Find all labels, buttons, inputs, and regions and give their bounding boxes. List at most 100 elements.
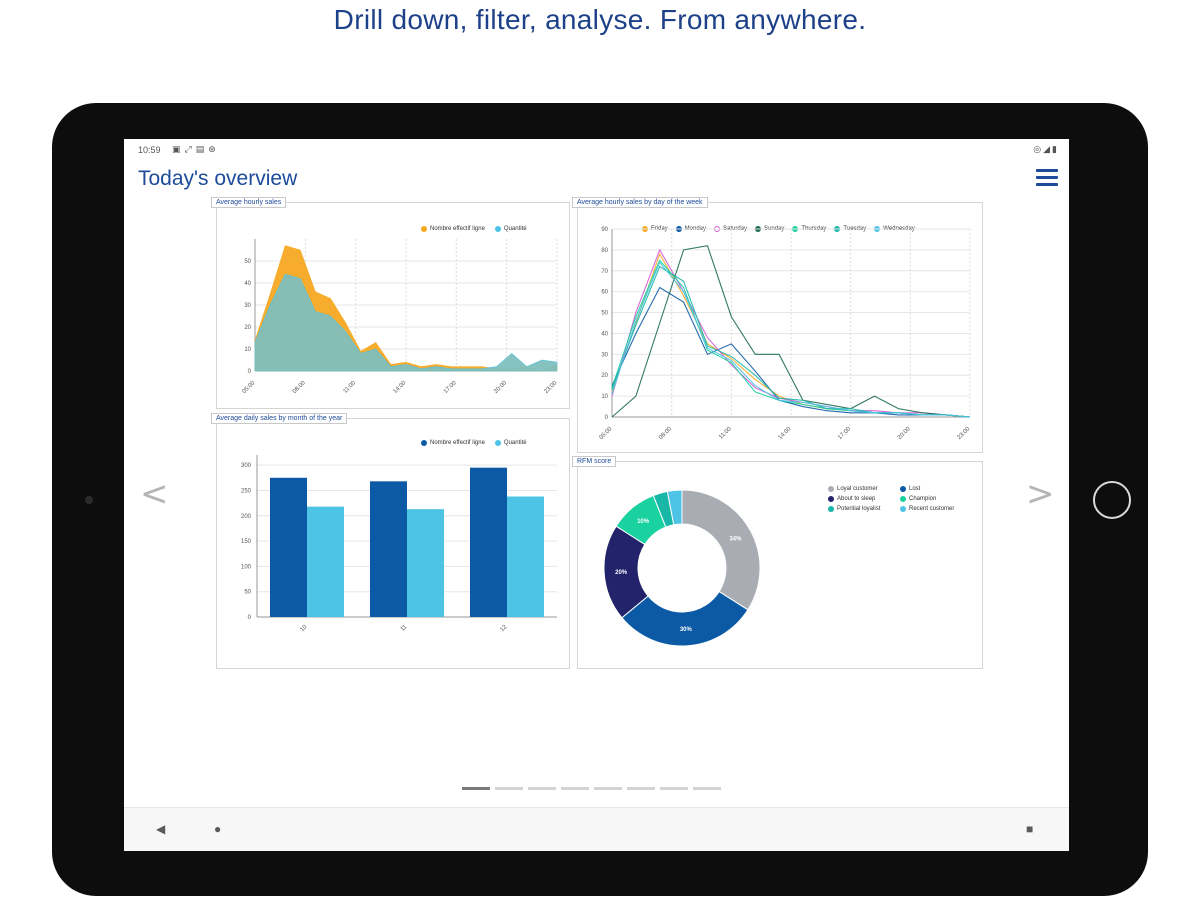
next-page-icon[interactable]: > (1026, 474, 1055, 514)
home-button[interactable] (1093, 481, 1131, 519)
legend-label: Loyal customer (837, 486, 878, 492)
legend-item[interactable]: Nombre effectif ligne (421, 440, 485, 446)
legend-item[interactable]: Potential loyalist (828, 506, 900, 512)
legend-item[interactable]: Loyal customer (828, 486, 900, 492)
chart-legend: Loyal customer Lost About to sleep Champion… (828, 486, 960, 512)
monthly-sales-chart[interactable]: 0 50 100 150 200 250 300 10 11 12 (217, 419, 571, 670)
legend-dot (494, 440, 501, 446)
y-tick-label: 0 (605, 415, 609, 421)
x-tick-label: 23:00 (957, 426, 972, 441)
monthly-sales-card[interactable]: Average daily sales by month of the year… (211, 413, 571, 670)
y-tick-label: 30 (244, 303, 251, 309)
back-icon[interactable]: ◀ (156, 822, 166, 836)
status-right-icons: ◎◢▮ (1033, 144, 1059, 155)
x-tick-label: 17:00 (443, 380, 458, 395)
bar-12-0 (470, 467, 507, 617)
status-time: 10:59 (138, 145, 161, 155)
x-tick-label: 10 (299, 624, 308, 633)
donut-slice-0 (681, 489, 761, 611)
line-series-saturday (611, 248, 971, 418)
page-dot[interactable] (660, 787, 688, 790)
legend-dot (900, 506, 906, 512)
x-tick-label: 12 (499, 624, 508, 633)
bar-12-1 (507, 496, 544, 617)
y-tick-label: 50 (244, 259, 251, 265)
screen: 10:59 ▣⤢▤⊛ ◎◢▮ Today's overview < > Aver… (124, 139, 1069, 851)
x-tick-label: 05:00 (242, 380, 257, 395)
x-tick-label: 11:00 (718, 426, 733, 441)
legend-item[interactable]: About to sleep (828, 496, 900, 502)
card-title: RFM score (572, 456, 617, 467)
legend-item[interactable]: Champion (900, 496, 960, 502)
bar-10-1 (307, 506, 344, 617)
legend-item[interactable]: Recent customer (900, 506, 960, 512)
line-series-wednesday (611, 261, 971, 418)
camera (85, 496, 93, 504)
x-tick-label: 14:00 (393, 380, 408, 395)
page-dot[interactable] (495, 787, 523, 790)
weekday-sales-card[interactable]: Average hourly sales by day of the week … (572, 197, 984, 454)
y-tick-label: 10 (601, 394, 608, 400)
y-tick-label: 30 (601, 352, 608, 358)
page-dot[interactable] (627, 787, 655, 790)
bar-10-0 (270, 477, 307, 617)
page-dot[interactable] (693, 787, 721, 790)
x-tick-label: 23:00 (544, 380, 559, 395)
legend-dot (421, 226, 427, 232)
legend-item[interactable]: Quantité (494, 226, 527, 232)
weekday-sales-chart[interactable]: 0 10 20 30 40 50 60 70 80 90 05:00 08:00 11:00 14:00 1… (578, 203, 984, 454)
headline: Drill down, filter, analyse. From anywhe… (333, 4, 867, 35)
legend-item[interactable]: Quantité (494, 440, 527, 446)
signal-icon: ◢ (1043, 144, 1053, 154)
sd-card-icon: ▤ (195, 144, 209, 154)
y-tick-label: 90 (601, 227, 608, 233)
legend-item[interactable]: Nombre effectif ligne (421, 226, 485, 232)
previous-page-icon[interactable]: < (140, 474, 169, 514)
y-tick-label: 300 (241, 463, 252, 469)
x-tick-label: 11:00 (343, 380, 358, 395)
y-tick-label: 50 (601, 311, 608, 317)
recent-apps-icon[interactable]: ■ (1026, 822, 1034, 836)
legend-label: Champion (909, 496, 937, 502)
cast-icon: ⤢ (184, 144, 196, 154)
card-title: Average hourly sales by day of the week (572, 197, 708, 208)
legend-label: About to sleep (837, 496, 876, 502)
chart-legend: Nombre effectif ligne Quantité (421, 226, 527, 232)
bar-11-1 (407, 509, 444, 617)
notification-icon: ▣ (172, 144, 185, 154)
hourly-sales-chart[interactable]: 0 10 20 30 40 50 05:00 08:00 11:00 14:00 17:00 20:0… (217, 203, 571, 410)
y-tick-label: 250 (241, 488, 252, 494)
status-icons: ▣⤢▤⊛ (172, 144, 220, 155)
rfm-donut-chart[interactable]: 34% 30% 20% 10% (578, 462, 984, 670)
hamburger-menu-icon[interactable] (1036, 169, 1058, 189)
page-title: Today's overview (138, 167, 298, 190)
home-icon[interactable]: ● (214, 822, 222, 836)
page-dot[interactable] (594, 787, 622, 790)
rfm-score-card[interactable]: RFM score Loyal customer Lost About to sle… (572, 456, 984, 670)
status-bar: 10:59 ▣⤢▤⊛ ◎◢▮ (124, 139, 1069, 159)
legend-dot (494, 226, 501, 232)
x-tick-label: 11 (400, 624, 409, 633)
card-title: Average daily sales by month of the year (211, 413, 348, 424)
page-dot[interactable] (462, 787, 490, 790)
hourly-sales-card[interactable]: Average hourly sales Nombre effectif lig… (211, 197, 571, 410)
page-dot[interactable] (528, 787, 556, 790)
y-tick-label: 20 (601, 373, 608, 379)
legend-label: Recent customer (909, 506, 955, 512)
area-series-outline (254, 273, 558, 370)
legend-item[interactable]: Lost (900, 486, 960, 492)
card-title: Average hourly sales (211, 197, 287, 208)
legend-label: Lost (909, 486, 921, 492)
chart-legend: Nombre effectif ligne Quantité (421, 440, 527, 446)
vpn-icon: ⊛ (208, 144, 220, 154)
y-tick-label: 200 (241, 514, 252, 520)
wifi-icon: ◎ (1033, 144, 1044, 154)
y-tick-label: 0 (248, 369, 252, 375)
y-tick-label: 50 (244, 590, 251, 596)
x-tick-label: 14:00 (778, 426, 793, 441)
x-tick-label: 20:00 (493, 380, 508, 395)
page-indicator (462, 787, 721, 790)
legend-dot (828, 506, 834, 512)
y-tick-label: 70 (601, 269, 608, 275)
page-dot[interactable] (561, 787, 589, 790)
